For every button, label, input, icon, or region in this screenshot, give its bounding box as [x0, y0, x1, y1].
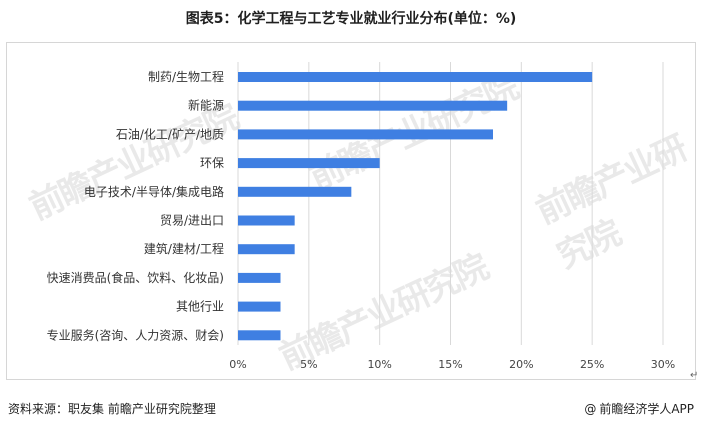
bar [238, 301, 281, 312]
bar [238, 100, 508, 111]
x-tick-label: 5% [300, 358, 317, 371]
x-tick-label: 10% [367, 358, 391, 371]
bar [238, 330, 281, 341]
bar [238, 215, 295, 226]
category-label: 贸易/进出口 [160, 214, 224, 228]
category-label: 建筑/建材/工程 [144, 241, 224, 256]
category-label: 石油/化工/矿产/地质 [116, 127, 224, 141]
category-label: 专业服务(咨询、人力资源、财会) [47, 327, 224, 342]
bar [238, 272, 281, 283]
category-label: 环保 [200, 156, 224, 170]
bar [238, 72, 593, 82]
x-tick-label: 20% [509, 358, 533, 371]
bar [238, 158, 380, 169]
category-label: 新能源 [188, 98, 224, 113]
x-tick-label: 25% [580, 358, 604, 371]
return-mark-icon: ↵ [690, 370, 699, 381]
x-tick-label: 0% [229, 358, 246, 371]
chart-frame [6, 42, 696, 380]
bar [238, 129, 493, 140]
footer-credit: @ 前瞻经济学人APP [584, 400, 694, 417]
credit-text: 前瞻经济学人APP [599, 402, 694, 416]
chart-title: 图表5：化学工程与工艺专业就业行业分布(单位：%) [185, 11, 517, 27]
at-icon: @ [584, 401, 597, 416]
source-note: 资料来源：职友集 前瞻产业研究院整理 [8, 402, 216, 416]
category-label: 制药/生物工程 [148, 69, 224, 84]
bar [238, 186, 352, 197]
x-tick-label: 15% [438, 358, 462, 371]
category-label: 电子技术/半导体/集成电路 [84, 184, 224, 199]
category-label: 快速消费品(食品、饮料、化妆品) [47, 270, 224, 285]
bar [238, 244, 295, 255]
category-label: 其他行业 [176, 300, 224, 314]
x-tick-label: 30% [651, 358, 675, 371]
